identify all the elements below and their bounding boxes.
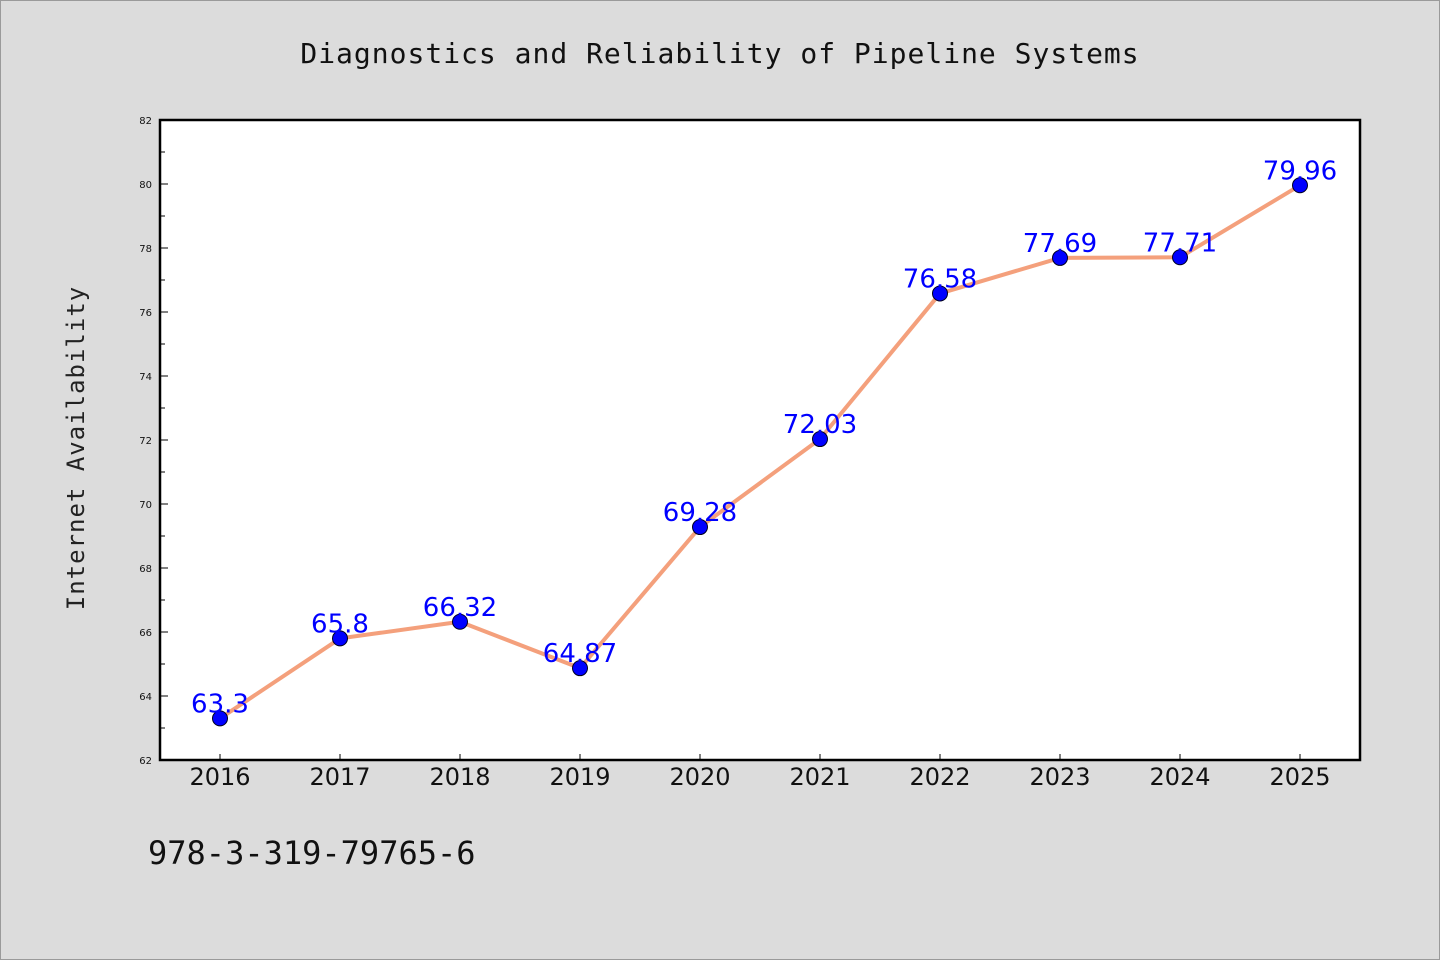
data-point: [932, 285, 948, 302]
x-tick-label: 2025: [1269, 763, 1330, 791]
x-tick-label: 2019: [549, 763, 610, 791]
y-axis-label: Internet Availability: [62, 286, 90, 610]
isbn-footnote: 978-3-319-79765-6: [148, 834, 476, 872]
data-point: [692, 519, 708, 536]
y-tick-label: 78: [139, 244, 152, 255]
x-axis-ticks: 2016 2017 2018 2019 2020 2021 2022 2023 2024 2025: [189, 754, 1331, 791]
x-tick-label: 2020: [669, 763, 730, 791]
plot-border: [158, 118, 1362, 762]
data-point: [1292, 177, 1308, 194]
x-tick-label: 2017: [309, 763, 370, 791]
y-tick-label: 74: [139, 372, 152, 383]
y-tick-label: 72: [139, 436, 152, 447]
data-label: 65.8: [311, 609, 369, 639]
data-point: [452, 613, 468, 630]
data-point: [572, 660, 588, 677]
data-label: 77.69: [1023, 229, 1097, 259]
data-label: 66.32: [423, 593, 497, 623]
y-tick-label: 80: [139, 180, 152, 191]
y-tick-label: 66: [139, 628, 152, 639]
data-labels: 63.3 65.8 66.32 64.87 69.28 72.03 76.58 77.69 77…: [191, 156, 1337, 719]
data-label: 69.28: [663, 498, 737, 528]
data-point: [1172, 249, 1188, 266]
y-tick-label: 70: [139, 500, 152, 511]
data-point: [1052, 249, 1068, 266]
x-tick-label: 2023: [1029, 763, 1090, 791]
y-tick-label: 68: [139, 564, 152, 575]
plot-area: [160, 120, 1360, 760]
y-tick-label: 64: [139, 692, 152, 703]
x-tick-label: 2018: [429, 763, 490, 791]
series-line: [218, 183, 1302, 721]
data-point: [812, 431, 828, 448]
data-label: 77.71: [1143, 228, 1217, 258]
data-label: 76.58: [903, 264, 977, 294]
x-tick-label: 2016: [189, 763, 250, 791]
y-axis-ticks: 62 64 66 68 70 72 74 76 78 80 82: [139, 116, 168, 767]
chart-title: Diagnostics and Reliability of Pipeline …: [300, 37, 1139, 70]
y-tick-label: 82: [139, 116, 152, 127]
data-label: 79.96: [1263, 156, 1337, 186]
x-tick-label: 2021: [789, 763, 850, 791]
x-tick-label: 2024: [1149, 763, 1210, 791]
data-label: 64.87: [543, 639, 617, 669]
series-group: [212, 177, 1308, 727]
data-point: [212, 710, 228, 727]
data-label: 72.03: [783, 410, 857, 440]
y-tick-label: 62: [139, 756, 152, 767]
data-label: 63.3: [191, 689, 249, 719]
y-tick-label: 76: [139, 308, 152, 319]
x-tick-label: 2022: [909, 763, 970, 791]
data-point: [332, 630, 348, 647]
